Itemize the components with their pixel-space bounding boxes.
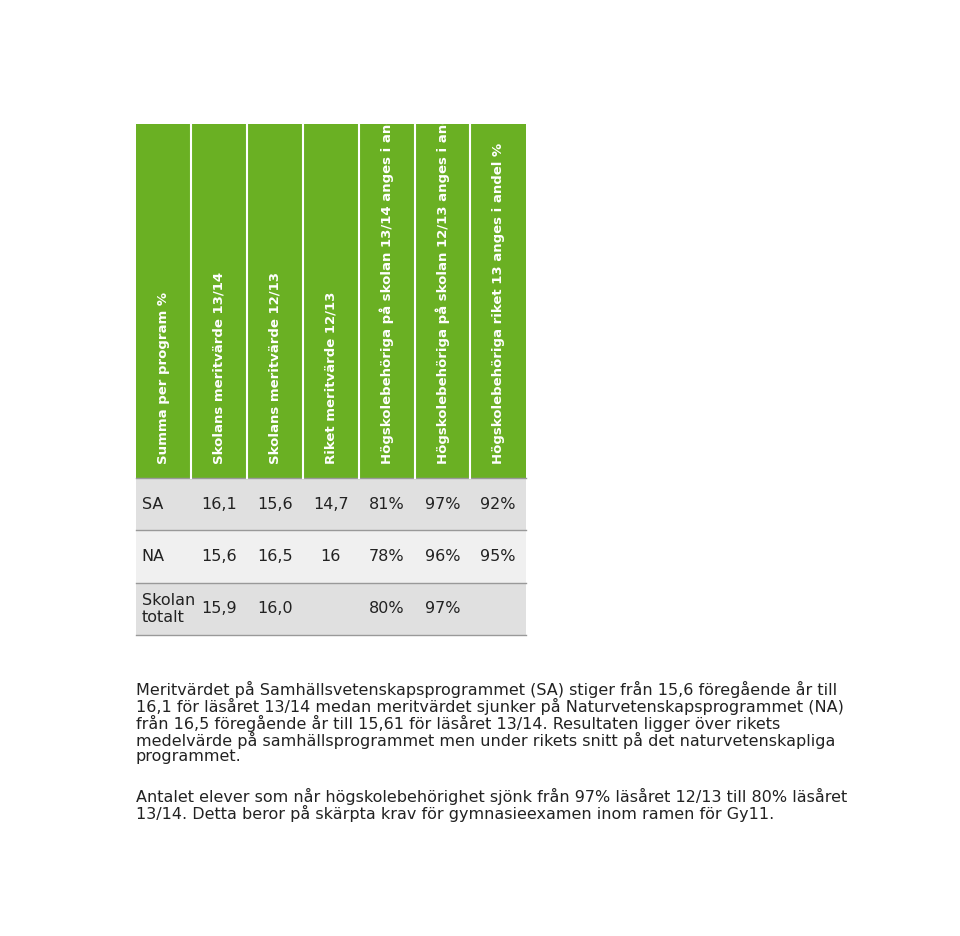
Text: 16,1 för läsåret 13/14 medan meritvärdet sjunker på Naturvetenskapsprogrammet (N: 16,1 för läsåret 13/14 medan meritvärdet… [135, 698, 844, 715]
Text: Skolans meritvärde 12/13: Skolans meritvärde 12/13 [269, 272, 281, 464]
Text: 16: 16 [321, 549, 341, 564]
Text: 15,9: 15,9 [202, 602, 237, 617]
Text: 81%: 81% [369, 497, 404, 512]
Text: 92%: 92% [480, 497, 516, 512]
Text: 95%: 95% [480, 549, 516, 564]
Text: 16,5: 16,5 [257, 549, 293, 564]
Text: 97%: 97% [424, 497, 460, 512]
Text: Skolan
totalt: Skolan totalt [142, 592, 195, 625]
Text: Meritvärdet på Samhällsvetenskapsprogrammet (SA) stiger från 15,6 föregående år : Meritvärdet på Samhällsvetenskapsprogram… [135, 681, 836, 698]
Text: 16,0: 16,0 [257, 602, 293, 617]
Text: SA: SA [142, 497, 163, 512]
Text: Summa per program %: Summa per program % [156, 292, 170, 464]
Text: Riket meritvärde 12/13: Riket meritvärde 12/13 [324, 292, 337, 464]
Text: 15,6: 15,6 [257, 497, 293, 512]
Text: programmet.: programmet. [135, 749, 241, 764]
Bar [135, 478, 526, 531]
Text: Skolans meritvärde 13/14: Skolans meritvärde 13/14 [213, 272, 226, 464]
Text: 16,1: 16,1 [202, 497, 237, 512]
Text: Högskolebehöriga på skolan 13/14 anges i andel %: Högskolebehöriga på skolan 13/14 anges i… [379, 83, 394, 464]
Bar [135, 531, 526, 583]
Bar [135, 124, 526, 478]
Text: 78%: 78% [369, 549, 404, 564]
Text: 14,7: 14,7 [313, 497, 348, 512]
Text: NA: NA [142, 549, 165, 564]
Text: Högskolebehöriga på skolan 12/13 anges i andel %: Högskolebehöriga på skolan 12/13 anges i… [435, 83, 449, 464]
Text: från 16,5 föregående år till 15,61 för läsåret 13/14. Resultaten ligger över rik: från 16,5 föregående år till 15,61 för l… [135, 715, 780, 732]
Text: 15,6: 15,6 [202, 549, 237, 564]
Text: 96%: 96% [424, 549, 460, 564]
Text: Antalet elever som når högskolebehörighet sjönk från 97% läsåret 12/13 till 80% : Antalet elever som når högskolebehörighe… [135, 787, 847, 805]
Text: Högskolebehöriga riket 13 anges i andel %: Högskolebehöriga riket 13 anges i andel … [492, 143, 505, 464]
Text: 13/14. Detta beror på skärpta krav för gymnasieexamen inom ramen för Gy11.: 13/14. Detta beror på skärpta krav för g… [135, 805, 774, 822]
Text: 97%: 97% [424, 602, 460, 617]
Bar [135, 583, 526, 636]
Text: medelvärde på samhällsprogrammet men under rikets snitt på det naturvetenskaplig: medelvärde på samhällsprogrammet men und… [135, 732, 835, 749]
Text: 80%: 80% [369, 602, 404, 617]
